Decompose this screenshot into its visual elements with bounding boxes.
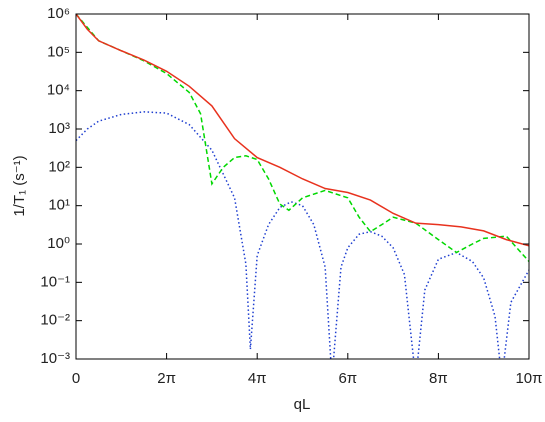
y-tick-label: 10¹: [48, 197, 70, 214]
x-tick-label: 10π: [515, 370, 542, 387]
plot-frame: [75, 13, 530, 360]
series-line: [76, 14, 529, 247]
x-tick-label: 6π: [338, 370, 357, 387]
x-tick-label: 0: [72, 370, 80, 387]
y-tick-label: 10²: [48, 158, 70, 175]
y-tick-label: 10³: [48, 120, 70, 137]
y-tick-label: 10⁻²: [40, 312, 70, 329]
y-tick-label: 10⁶: [47, 5, 70, 22]
y-tick-label: 10⁻³: [40, 350, 70, 367]
series-line: [76, 111, 529, 359]
x-axis-label: qL: [294, 396, 311, 413]
series-line: [76, 14, 529, 262]
plot-lines: [76, 14, 529, 359]
y-tick-label: 10⁻¹: [40, 273, 70, 290]
x-tick-label: 2π: [157, 370, 176, 387]
y-axis-label: 1/T₁ (s⁻¹): [11, 155, 28, 216]
x-tick-label: 8π: [429, 370, 448, 387]
y-tick-label: 10⁰: [47, 235, 70, 252]
y-tick-label: 10⁴: [47, 82, 70, 99]
y-tick-label: 10⁵: [47, 43, 70, 60]
x-tick-label: 4π: [248, 370, 267, 387]
